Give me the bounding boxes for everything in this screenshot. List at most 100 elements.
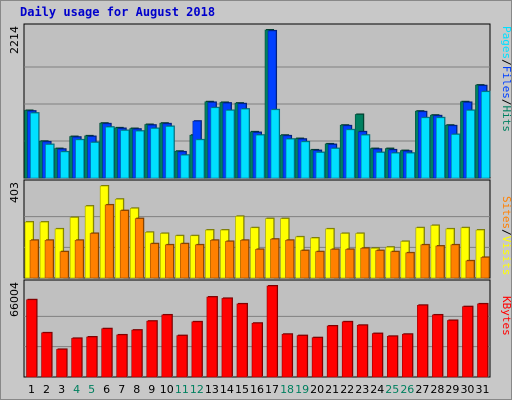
legend-item: Files [500,66,512,99]
bar-kbytes-day-12 [191,321,203,378]
bar-sites-day-19 [300,250,309,279]
bar-sites-day-24 [375,250,385,279]
bar-sites-day-3 [59,251,69,279]
bar-visits-day-30 [460,227,470,279]
panel-top-ymax-label: 2214 [8,26,21,54]
bar-pages-day-6 [105,126,114,179]
bar-kbytes-day-27 [417,305,428,378]
x-tick-label: 29 [445,383,459,396]
x-tick-label: 13 [205,383,219,396]
bar-kbytes-day-7 [116,334,128,378]
bar-kbytes-day-6 [101,328,112,378]
bar-sites-day-16 [255,249,264,279]
bar-pages-day-13 [210,107,220,179]
bar-sites-day-11 [180,243,189,279]
bar-sites-day-23 [360,248,370,279]
bar-kbytes-day-1 [26,299,37,378]
bar-pages-day-30 [466,110,475,179]
bar-pages-day-27 [421,117,430,179]
x-tick-label: 7 [118,383,125,396]
x-tick-label: 3 [58,383,65,396]
x-tick-label: 2 [43,383,50,396]
bar-pages-day-22 [345,129,355,179]
legend-item: / [500,229,512,236]
bar-sites-day-8 [134,218,144,279]
bar-kbytes-day-29 [447,320,458,378]
bar-sites-day-2 [44,240,54,279]
bar-kbytes-day-28 [432,314,443,378]
x-tick-label: 11 [175,383,189,396]
x-tick-label: 4 [73,383,80,396]
bar-pages-day-28 [436,117,445,179]
chart-panels: 2214 Pages/Files/Hits403Sites/Visits66004… [8,23,512,378]
bar-kbytes-day-30 [462,306,473,378]
bar-kbytes-day-19 [296,335,308,378]
bar-sites-day-13 [210,240,219,279]
legend-item: Sites [500,196,512,229]
bar-sites-day-15 [240,240,249,279]
bar-pages-day-20 [315,152,325,179]
bar-kbytes-day-4 [71,338,82,378]
panel-bottom-ymax-label: 66004 [8,282,21,317]
bar-sites-day-12 [195,244,204,279]
bar-kbytes-day-18 [281,333,293,378]
bar-kbytes-day-3 [56,349,67,378]
x-tick-label: 31 [475,383,489,396]
bar-kbytes-day-16 [251,322,263,378]
x-tick-label: 6 [103,383,110,396]
x-tick-label: 30 [460,383,474,396]
bar-sites-day-21 [330,249,339,279]
bar-pages-day-12 [195,139,205,179]
bar-kbytes-day-26 [402,333,413,378]
bar-kbytes-day-22 [341,321,353,378]
bar-pages-day-10 [165,126,175,179]
bar-sites-day-31 [480,257,490,279]
x-tick-label: 24 [370,383,384,396]
bar-kbytes-day-10 [161,314,173,378]
bar-sites-day-10 [165,244,174,279]
bar-pages-day-15 [240,108,250,179]
bar-pages-day-14 [225,110,235,179]
x-tick-label: 8 [133,383,140,396]
x-tick-label: 5 [88,383,95,396]
bar-sites-day-26 [405,252,415,279]
bar-kbytes-day-25 [386,336,398,378]
panel-top: 2214 Pages/Files/Hits [8,23,512,179]
bar-kbytes-day-17 [266,285,278,378]
bar-pages-day-11 [180,154,190,179]
bar-sites-day-28 [435,245,445,279]
bar-sites-day-20 [315,251,324,279]
panel-middle: 403 Sites/Visits [8,179,512,279]
bar-kbytes-day-14 [221,298,233,378]
bar-sites-day-25 [390,251,400,279]
legend-item: / [500,59,512,66]
x-tick-label: 26 [400,383,414,396]
bar-kbytes-day-13 [206,296,218,378]
bar-kbytes-day-23 [356,324,368,378]
bar-pages-day-25 [390,152,400,179]
bar-kbytes-day-31 [477,303,488,378]
bar-kbytes-day-21 [326,325,338,378]
bar-kbytes-day-20 [311,337,323,378]
bar-sites-day-22 [345,249,354,279]
x-tick-label: 23 [355,383,369,396]
x-tick-label: 14 [220,383,234,396]
bar-pages-day-23 [360,134,370,179]
bar-kbytes-day-8 [131,329,143,378]
legend-item: Hits [500,106,512,133]
x-tick-label: 16 [250,383,264,396]
chart-title: Daily usage for August 2018 [20,5,215,19]
legend-item: Pages [500,26,512,59]
x-tick-label: 12 [190,383,204,396]
x-tick-label: 10 [160,383,174,396]
bar-pages-day-29 [451,134,460,179]
bar-pages-day-2 [45,144,54,179]
bar-sites-day-14 [225,241,234,279]
bar-pages-day-4 [75,139,84,179]
x-tick-label: 17 [265,383,279,396]
bar-kbytes-day-11 [176,335,188,378]
bar-pages-day-21 [330,148,340,179]
legend-item: / [500,99,512,106]
bar-sites-day-4 [74,240,84,279]
